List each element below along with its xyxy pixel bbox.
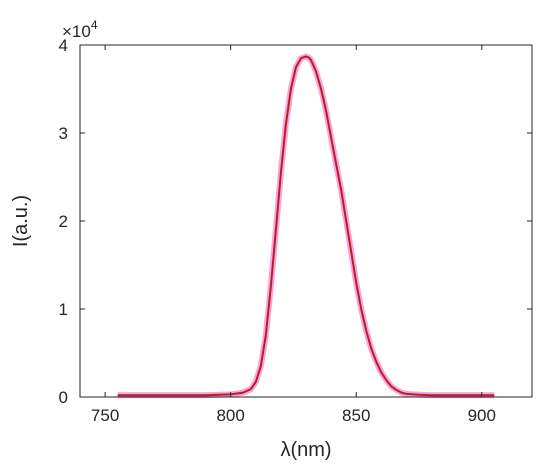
series-line-0 xyxy=(117,55,495,397)
y-exponent-base: ×10 xyxy=(62,22,91,41)
x-tick-label: 750 xyxy=(91,406,119,425)
y-tick-label: 4 xyxy=(59,36,68,55)
y-tick-label: 1 xyxy=(59,300,68,319)
y-tick-label: 0 xyxy=(59,388,68,407)
series-layer xyxy=(117,53,495,399)
y-exponent-label: ×104 xyxy=(62,18,98,41)
y-tick-label: 3 xyxy=(59,124,68,143)
x-axis-label: λ(nm) xyxy=(280,439,331,461)
plot-frame xyxy=(79,44,533,398)
series-line-halo-0 xyxy=(117,53,495,399)
tick-layer xyxy=(80,44,532,398)
tick-label-layer: 750 800 850 900 0 1 2 3 4 xyxy=(59,36,496,425)
y-exponent-power: 4 xyxy=(91,18,98,32)
y-tick-label: 2 xyxy=(59,212,68,231)
x-tick-label: 900 xyxy=(468,406,496,425)
x-tick-label: 800 xyxy=(216,406,244,425)
y-axis-label: I(a.u.) xyxy=(10,195,32,247)
x-tick-label: 850 xyxy=(342,406,370,425)
